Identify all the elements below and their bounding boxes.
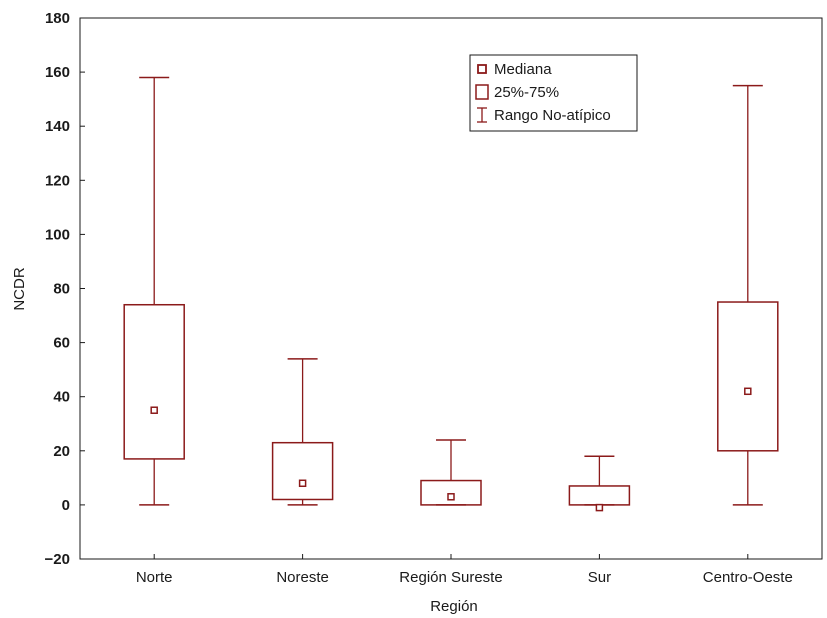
y-tick-label: 120 bbox=[45, 172, 70, 189]
x-tick-label: Norte bbox=[136, 569, 173, 586]
y-axis: −20 0 20 40 60 80 100 120 140 160 180 bbox=[45, 10, 85, 568]
y-tick-label: 180 bbox=[45, 10, 70, 27]
median-marker bbox=[298, 479, 307, 488]
median-marker bbox=[744, 387, 752, 396]
legend-median-symbol bbox=[477, 64, 487, 74]
y-tick-label: 140 bbox=[45, 118, 70, 135]
legend-box bbox=[469, 54, 638, 132]
y-tick-label: 60 bbox=[53, 335, 70, 352]
y-tick-label: 0 bbox=[62, 497, 70, 514]
box-3 bbox=[568, 455, 631, 512]
box-4 bbox=[717, 84, 779, 506]
iqr-box bbox=[568, 485, 631, 506]
x-tick-label: Región Sureste bbox=[399, 569, 502, 586]
median-marker bbox=[595, 503, 604, 512]
box-0 bbox=[123, 76, 185, 506]
legend-label: Mediana bbox=[494, 61, 552, 78]
legend-label: 25%-75% bbox=[494, 84, 559, 101]
x-axis: Norte Noreste Región Sureste Sur Centro-Oest… bbox=[136, 554, 793, 586]
y-tick-label: −20 bbox=[45, 551, 70, 568]
boxes bbox=[123, 76, 779, 512]
y-axis-title: NCDR bbox=[11, 267, 28, 310]
iqr-box bbox=[717, 301, 779, 452]
iqr-box bbox=[123, 303, 185, 460]
y-tick-label: 160 bbox=[45, 64, 70, 81]
legend-label: Rango No-atípico bbox=[494, 107, 611, 124]
median-marker bbox=[150, 406, 158, 414]
box-2 bbox=[420, 439, 482, 506]
x-tick-label: Centro-Oeste bbox=[703, 569, 793, 586]
median-marker bbox=[447, 493, 455, 501]
legend-box-symbol bbox=[475, 84, 489, 100]
x-tick-label: Noreste bbox=[276, 569, 329, 586]
y-tick-label: 20 bbox=[53, 443, 70, 460]
iqr-box bbox=[271, 441, 334, 501]
y-tick-label: 40 bbox=[53, 389, 70, 406]
iqr-box bbox=[420, 479, 482, 506]
box-1 bbox=[271, 358, 334, 506]
x-tick-label: Sur bbox=[588, 569, 611, 586]
y-tick-label: 100 bbox=[45, 226, 70, 243]
x-axis-title: Región bbox=[430, 598, 478, 615]
y-tick-label: 80 bbox=[53, 281, 70, 298]
legend: Mediana 25%-75% Rango No-atípico bbox=[469, 54, 638, 132]
